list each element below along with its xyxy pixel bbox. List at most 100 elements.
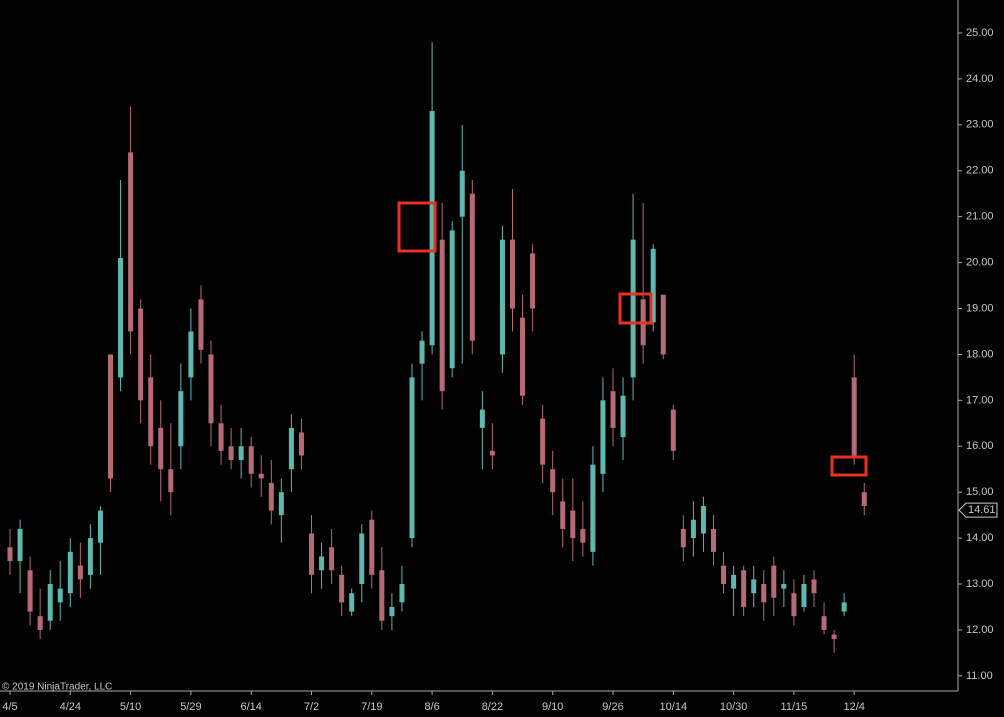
candle-body	[339, 574, 345, 603]
copyright: © 2019 NinjaTrader, LLC	[2, 682, 112, 693]
candle-body	[560, 501, 566, 529]
candle-body	[148, 377, 154, 447]
candle-body	[821, 616, 827, 630]
y-tick-label: 16.00	[966, 440, 994, 452]
candle-body	[580, 528, 586, 543]
candle-body	[851, 377, 857, 456]
candle-body	[228, 446, 234, 461]
last-price-marker	[958, 502, 998, 518]
candle-body	[520, 317, 526, 396]
x-tick-label: 10/14	[660, 701, 688, 713]
candle-body	[660, 294, 666, 355]
candle-body	[861, 492, 867, 506]
candle-body	[570, 510, 576, 539]
candle-body	[27, 570, 33, 612]
candle-body	[57, 588, 63, 603]
x-tick-label: 4/5	[2, 701, 17, 713]
y-tick-label: 12.00	[966, 624, 994, 636]
candle-body	[258, 473, 264, 479]
candle-body	[429, 111, 435, 346]
y-tick-label: 24.00	[966, 73, 994, 85]
y-tick-label: 18.00	[966, 348, 994, 360]
candle-body	[781, 584, 787, 589]
candle-body	[87, 538, 93, 575]
candle-body	[459, 170, 465, 217]
x-tick-label: 6/14	[240, 701, 261, 713]
annotation-box	[830, 455, 868, 477]
candle-body	[590, 464, 596, 552]
candle-body	[419, 340, 425, 364]
candle-body	[359, 533, 365, 585]
candle-body	[288, 427, 294, 470]
candle-body	[369, 519, 375, 575]
candle-body	[97, 510, 103, 543]
candle-body	[198, 299, 204, 350]
candle-body	[550, 469, 556, 493]
y-tick-label: 11.00	[966, 670, 993, 682]
candle-body	[650, 248, 656, 323]
y-tick-label: 25.00	[966, 27, 994, 39]
candle-body	[721, 565, 727, 585]
candle-body	[319, 556, 325, 571]
candle-body	[47, 584, 53, 621]
candle-body	[499, 239, 505, 355]
candle-body	[831, 634, 837, 640]
candle-body	[751, 579, 757, 594]
candle-body	[278, 492, 284, 516]
candle-body	[128, 152, 134, 332]
x-tick-label: 4/24	[60, 701, 81, 713]
candle-body	[771, 565, 777, 598]
candle-body	[630, 239, 636, 378]
candle-body	[530, 253, 536, 309]
annotation-box	[618, 292, 653, 325]
candle-body	[600, 400, 606, 474]
x-tick-label: 5/10	[120, 701, 141, 713]
candle-body	[178, 391, 184, 447]
y-tick-label: 21.00	[966, 211, 994, 223]
x-tick-label: 11/15	[781, 701, 808, 713]
candle-body	[399, 584, 405, 603]
candle-body	[218, 423, 224, 451]
candle-body	[610, 391, 616, 428]
candle-body	[349, 593, 355, 612]
candle-body	[118, 258, 124, 378]
candle-body	[298, 432, 304, 456]
candle-body	[690, 519, 696, 539]
candle-body	[138, 308, 144, 401]
candle-body	[208, 354, 214, 424]
candle-body	[791, 593, 797, 617]
candle-body	[238, 446, 244, 461]
candle-body	[389, 606, 395, 617]
x-tick-label: 5/29	[180, 701, 201, 713]
y-tick-label: 13.00	[966, 578, 994, 590]
candle-body	[680, 528, 686, 548]
candle-body	[309, 533, 314, 575]
x-tick-label: 9/10	[542, 701, 563, 713]
candle-body	[17, 528, 23, 562]
last-price-label: 14.61	[968, 504, 996, 516]
candle-body	[811, 579, 817, 594]
candle-body	[469, 193, 475, 341]
candle-body	[540, 418, 546, 465]
candle-body	[158, 427, 164, 470]
x-tick-label: 7/2	[304, 701, 319, 713]
y-tick-label: 22.00	[966, 165, 994, 177]
y-tick-label: 14.00	[966, 532, 994, 544]
candle-body	[670, 409, 676, 451]
candle-body	[409, 377, 415, 539]
candle-body	[700, 505, 706, 534]
y-tick-label: 15.00	[966, 486, 994, 498]
candle-body	[620, 395, 626, 438]
x-tick-label: 12/4	[843, 701, 864, 713]
candle-body	[711, 528, 716, 552]
candle-body	[439, 239, 445, 392]
candle-body	[379, 570, 385, 621]
y-tick-label: 17.00	[966, 394, 994, 406]
candle-body	[489, 450, 495, 456]
candles	[7, 42, 867, 653]
x-tick-label: 8/6	[424, 701, 439, 713]
candle-body	[37, 616, 43, 630]
y-tick-label: 20.00	[966, 257, 994, 269]
